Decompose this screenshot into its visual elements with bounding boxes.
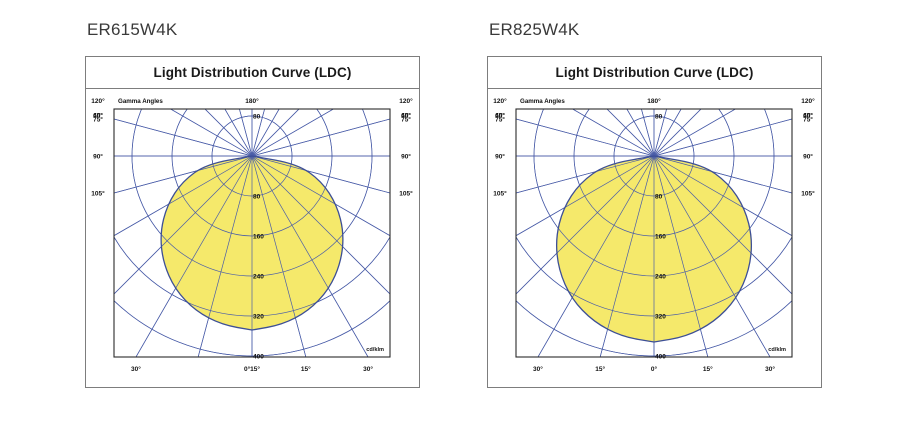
svg-text:45°: 45° — [495, 111, 505, 119]
svg-text:160: 160 — [655, 234, 666, 241]
ldc-panel-er615w4k: ER615W4K Light Distribution Curve (LDC) … — [85, 20, 425, 388]
svg-text:0°15°: 0°15° — [244, 365, 260, 373]
svg-text:180°: 180° — [245, 97, 259, 105]
svg-text:15°: 15° — [595, 365, 605, 373]
svg-text:60°: 60° — [93, 111, 103, 119]
svg-text:Gamma Angles: Gamma Angles — [520, 98, 565, 105]
svg-text:75°: 75° — [93, 115, 103, 123]
svg-text:75°: 75° — [401, 115, 411, 123]
ldc-chart-area: 120° Gamma Angles 180° 120° 105° 105° 90° 90° 75… — [86, 89, 419, 387]
svg-text:cd/klm: cd/klm — [768, 347, 786, 353]
svg-text:105°: 105° — [91, 189, 105, 197]
svg-text:240: 240 — [253, 274, 264, 281]
ldc-card: Light Distribution Curve (LDC) 120° Gamma… — [85, 56, 420, 388]
svg-text:30°: 30° — [765, 365, 775, 373]
ldc-polar-chart: 120° Gamma Angles 180° 120° 105° 105° 90° 90° 75… — [493, 97, 815, 373]
svg-text:105°: 105° — [493, 189, 507, 197]
ldc-card: Light Distribution Curve (LDC) 120° Gamma… — [487, 56, 822, 388]
svg-text:75°: 75° — [495, 115, 505, 123]
svg-text:90°: 90° — [401, 152, 411, 160]
svg-text:45°: 45° — [803, 111, 813, 119]
svg-text:30°: 30° — [131, 365, 141, 373]
svg-text:105°: 105° — [399, 189, 413, 197]
svg-text:105°: 105° — [801, 189, 815, 197]
svg-text:45°: 45° — [401, 111, 411, 119]
svg-text:320: 320 — [655, 314, 666, 321]
svg-text:180°: 180° — [647, 97, 661, 105]
svg-text:90°: 90° — [93, 152, 103, 160]
svg-text:120°: 120° — [493, 97, 507, 105]
svg-text:400: 400 — [253, 354, 264, 361]
svg-text:60°: 60° — [803, 111, 813, 119]
ldc-card-title: Light Distribution Curve (LDC) — [86, 57, 419, 89]
svg-text:30°: 30° — [533, 365, 543, 373]
svg-text:90°: 90° — [803, 152, 813, 160]
svg-text:45°: 45° — [93, 111, 103, 119]
svg-text:120°: 120° — [91, 97, 105, 105]
svg-text:80: 80 — [655, 114, 663, 121]
ldc-polar-chart: 120° Gamma Angles 180° 120° 105° 105° 90° 90° 75… — [91, 97, 413, 373]
svg-text:60°: 60° — [495, 111, 505, 119]
svg-text:80: 80 — [655, 194, 663, 201]
svg-text:0°: 0° — [651, 365, 658, 373]
svg-text:160: 160 — [253, 234, 264, 241]
svg-text:120°: 120° — [801, 97, 815, 105]
product-title: ER615W4K — [87, 20, 178, 39]
svg-text:80: 80 — [253, 194, 261, 201]
svg-text:60°: 60° — [401, 111, 411, 119]
svg-text:120°: 120° — [399, 97, 413, 105]
svg-text:400: 400 — [655, 354, 666, 361]
svg-text:90°: 90° — [495, 152, 505, 160]
ldc-panel-er825w4k: ER825W4K Light Distribution Curve (LDC) … — [487, 20, 827, 388]
svg-text:30°: 30° — [363, 365, 373, 373]
product-title: ER825W4K — [489, 20, 580, 39]
svg-text:15°: 15° — [703, 365, 713, 373]
svg-text:75°: 75° — [803, 115, 813, 123]
svg-text:cd/klm: cd/klm — [366, 347, 384, 353]
svg-text:320: 320 — [253, 314, 264, 321]
svg-text:240: 240 — [655, 274, 666, 281]
svg-text:Gamma Angles: Gamma Angles — [118, 98, 163, 105]
svg-text:80: 80 — [253, 114, 261, 121]
ldc-card-title: Light Distribution Curve (LDC) — [488, 57, 821, 89]
svg-text:15°: 15° — [301, 365, 311, 373]
ldc-chart-area: 120° Gamma Angles 180° 120° 105° 105° 90° 90° 75… — [488, 89, 821, 387]
